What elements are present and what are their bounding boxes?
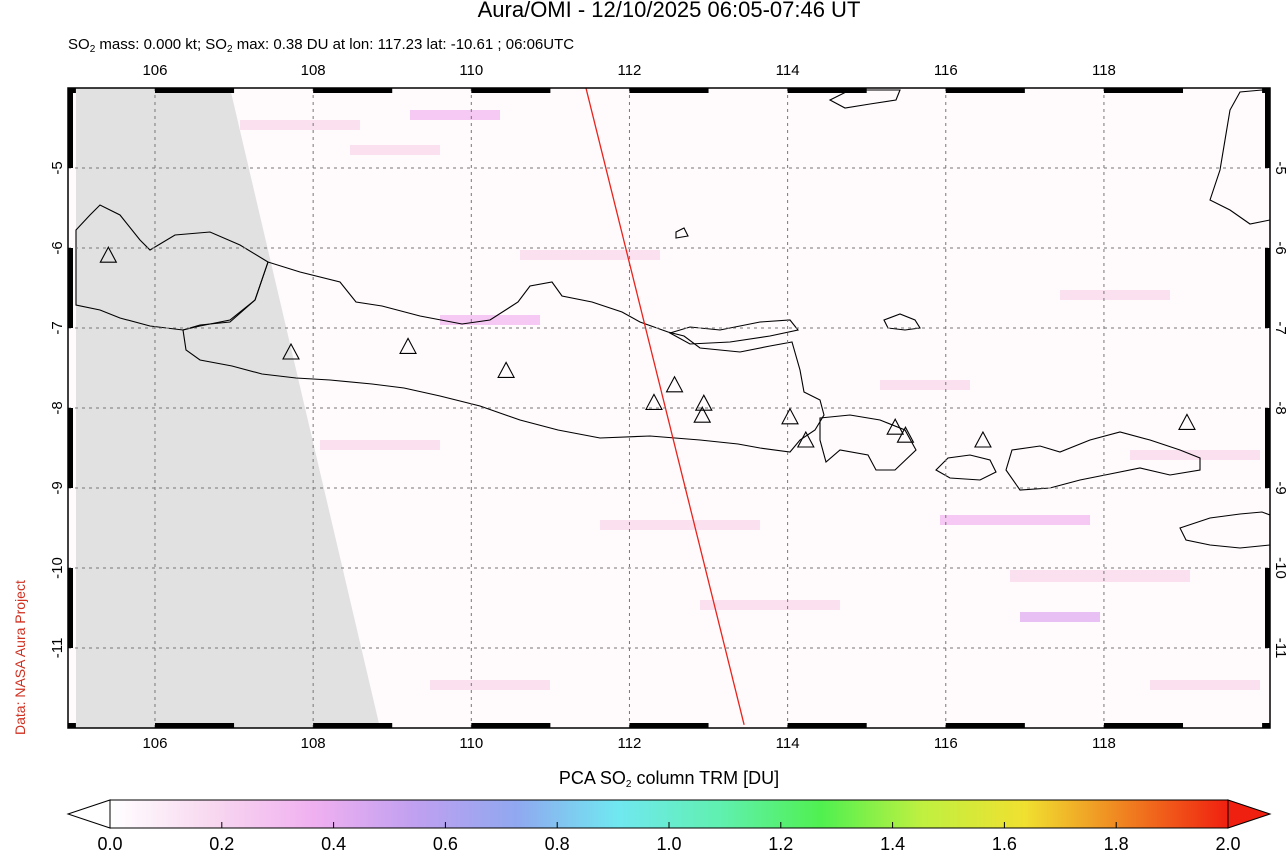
x-tick-label: 110 — [459, 62, 483, 79]
colorbar-tick-label: 1.6 — [992, 834, 1017, 854]
frame-band — [1265, 408, 1270, 488]
frame-band — [471, 723, 551, 728]
frame-band — [629, 723, 709, 728]
subtitle-text: SO — [68, 36, 90, 53]
x-tick-label: 110 — [459, 735, 483, 752]
frame-band — [1265, 568, 1270, 648]
label-text: PCA SO — [558, 768, 626, 788]
y-tick-label: -10 — [49, 557, 66, 579]
y-tick-label: -6 — [1272, 241, 1288, 254]
x-tick-label: 116 — [934, 62, 958, 79]
colorbar: 0.0 0.2 0.4 0.6 0.8 1.0 1.2 1.4 1.6 1.8 2.0 — [66, 799, 1272, 854]
colorbar-tick-label: 1.4 — [880, 834, 905, 854]
x-tick-label: 114 — [776, 62, 800, 79]
x-tick-label: 112 — [617, 62, 641, 79]
frame-band — [68, 568, 73, 648]
x-tick-label: 118 — [1092, 735, 1116, 752]
x-tick-label: 112 — [617, 735, 641, 752]
frame-band — [945, 723, 1025, 728]
colorbar-label: PCA SO2 column TRM [DU] — [0, 768, 1288, 790]
y-tick-label: -5 — [49, 161, 66, 174]
colorbar-max-arrow — [1227, 799, 1272, 829]
frame-band — [68, 88, 73, 168]
frame-band — [154, 88, 235, 93]
frame-band — [1265, 248, 1270, 328]
y-tick-label: -8 — [1272, 401, 1288, 414]
volcano — [665, 375, 684, 393]
colorbar-tick-label: 0.0 — [97, 834, 122, 854]
volcano — [399, 337, 417, 354]
frame-band — [787, 723, 867, 728]
frame-band — [1103, 88, 1184, 93]
subtitle: SO2 mass: 0.000 kt; SO2 max: 0.38 DU at … — [68, 36, 574, 55]
frame-band — [1265, 88, 1270, 168]
volcano — [796, 430, 815, 448]
y-tick-label: -10 — [1272, 557, 1288, 579]
y-tick-label: -6 — [49, 241, 66, 254]
frame-band — [154, 723, 235, 728]
colorbar-tick-label: 2.0 — [1215, 834, 1240, 854]
frame-band — [1262, 723, 1270, 728]
volcano — [282, 342, 300, 360]
volcano — [99, 246, 118, 263]
x-tick-label: 108 — [301, 735, 326, 752]
colorbar-tick-label: 0.4 — [321, 834, 346, 854]
subscript: 2 — [89, 44, 96, 55]
map-layer — [68, 88, 1270, 728]
colorbar-tick-label: 1.0 — [656, 834, 681, 854]
y-tick-label: -7 — [49, 321, 66, 334]
y-tick-label: -11 — [1272, 638, 1288, 659]
x-tick-label: 114 — [776, 735, 800, 752]
subtitle-text: max: 0.38 DU at lon: 117.23 lat: -10.61 … — [232, 36, 575, 53]
frame-band — [313, 723, 393, 728]
colorbar-tick-label: 0.6 — [433, 834, 458, 854]
volcano — [896, 426, 915, 443]
y-tick-label: -9 — [49, 481, 66, 494]
x-tick-label: 118 — [1092, 62, 1116, 79]
grid — [68, 88, 1270, 728]
y-tick-label: -5 — [1272, 161, 1288, 174]
colorbar-tick-label: 1.8 — [1104, 834, 1129, 854]
frame-bands — [68, 88, 1270, 728]
volcano — [1178, 413, 1196, 430]
x-tick-label: 116 — [934, 735, 958, 752]
colorbar-min-arrow — [66, 799, 111, 829]
y-tick-label: -7 — [1272, 321, 1288, 334]
frame-band — [68, 408, 73, 488]
x-tick-label: 106 — [142, 735, 167, 752]
volcano — [974, 430, 992, 448]
subtitle-text: mass: 0.000 kt; SO — [95, 36, 227, 53]
frame-band — [471, 88, 551, 93]
label-text: column TRM [DU] — [631, 768, 780, 788]
volcano — [497, 361, 516, 378]
frame-band — [1103, 723, 1184, 728]
frame-band — [945, 88, 1025, 93]
subscript: 2 — [625, 779, 632, 790]
frame-band — [68, 723, 76, 728]
volcano — [645, 393, 663, 410]
volcano — [781, 407, 799, 425]
subscript: 2 — [226, 44, 233, 55]
map-marks — [99, 88, 1196, 725]
frame-band — [68, 248, 73, 328]
title: Aura/OMI - 12/10/2025 06:05-07:46 UT — [477, 0, 861, 22]
frame-band — [313, 88, 393, 93]
frame-band — [629, 88, 709, 93]
colorbar-tick-label: 1.2 — [768, 834, 793, 854]
colorbar-tick-label: 0.8 — [545, 834, 570, 854]
orbit-track — [585, 88, 745, 725]
volcano — [693, 406, 712, 423]
frame-band — [787, 88, 867, 93]
y-tick-label: -11 — [49, 638, 66, 659]
volcano — [886, 418, 905, 435]
y-tick-label: -8 — [49, 401, 66, 414]
axes: 106 106 108 108 110 110 112 112 114 114 116 116 118 1… — [49, 62, 1288, 752]
x-tick-label: 108 — [301, 62, 326, 79]
y-tick-label: -9 — [1272, 481, 1288, 494]
x-tick-label: 106 — [142, 62, 167, 79]
colorbar-tick-label: 0.2 — [209, 834, 234, 854]
